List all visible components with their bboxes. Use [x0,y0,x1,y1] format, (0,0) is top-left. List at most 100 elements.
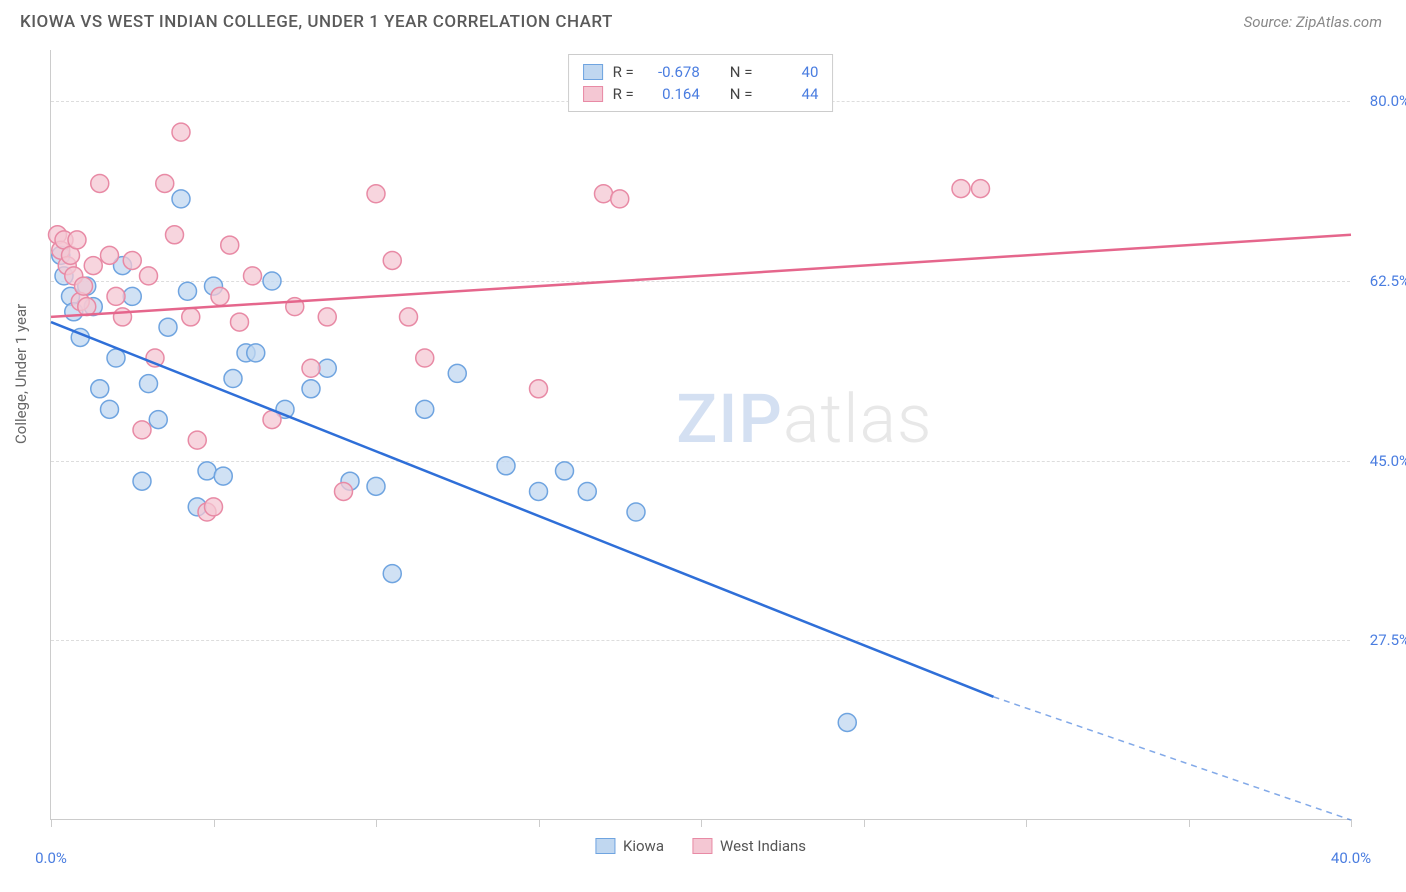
data-point-kiowa [838,713,856,731]
data-point-kiowa [247,344,265,362]
data-point-kiowa [198,462,216,480]
data-point-westindians [211,287,229,305]
legend-swatch [692,838,712,854]
data-point-westindians [318,308,336,326]
data-point-westindians [133,421,151,439]
legend-label: West Indians [720,837,806,855]
data-point-westindians [611,190,629,208]
data-point-westindians [595,185,613,203]
ytick-label: 45.0% [1370,452,1406,470]
data-point-westindians [244,267,262,285]
ytick-label: 80.0% [1370,92,1406,110]
data-point-westindians [972,180,990,198]
data-point-kiowa [556,462,574,480]
data-point-kiowa [101,400,119,418]
data-point-westindians [416,349,434,367]
data-point-kiowa [448,364,466,382]
data-point-kiowa [302,380,320,398]
data-point-westindians [400,308,418,326]
data-point-westindians [156,174,174,192]
r-label: R = [613,85,634,103]
data-point-westindians [107,287,125,305]
data-point-kiowa [224,370,242,388]
xtick [1351,819,1352,827]
data-point-westindians [101,246,119,264]
data-point-westindians [140,267,158,285]
data-point-kiowa [627,503,645,521]
data-point-kiowa [133,472,151,490]
data-point-westindians [383,251,401,269]
data-point-kiowa [172,190,190,208]
data-point-westindians [75,277,93,295]
data-point-westindians [367,185,385,203]
data-point-westindians [952,180,970,198]
data-point-kiowa [530,482,548,500]
data-point-westindians [166,226,184,244]
data-point-kiowa [140,375,158,393]
xtick [864,819,865,827]
data-point-westindians [114,308,132,326]
data-point-westindians [221,236,239,254]
r-value: 0.164 [644,85,700,103]
data-point-westindians [530,380,548,398]
chart-header: KIOWA VS WEST INDIAN COLLEGE, UNDER 1 YE… [0,0,1406,40]
n-label: N = [730,63,753,81]
legend-swatch [583,86,603,102]
data-point-kiowa [179,282,197,300]
data-point-kiowa [149,411,167,429]
chart-area: College, Under 1 year ZIPatlas 27.5%45.0… [50,50,1350,820]
data-point-kiowa [367,477,385,495]
data-point-westindians [335,482,353,500]
trendline-extrapolate-kiowa [994,697,1352,820]
data-point-kiowa [383,565,401,583]
xtick [1189,819,1190,827]
xtick-label: 0.0% [35,849,67,867]
legend-swatch [583,64,603,80]
chart-title: KIOWA VS WEST INDIAN COLLEGE, UNDER 1 YE… [20,12,613,32]
data-point-westindians [84,257,102,275]
xtick [376,819,377,827]
data-point-westindians [123,251,141,269]
xtick [701,819,702,827]
stats-legend-row: R = 0.164 N = 44 [583,83,819,105]
xtick [1026,819,1027,827]
data-point-kiowa [318,359,336,377]
legend-label: Kiowa [623,837,664,855]
ytick-label: 62.5% [1370,272,1406,290]
y-axis-label: College, Under 1 year [12,303,30,443]
data-point-westindians [188,431,206,449]
data-point-westindians [172,123,190,141]
data-point-kiowa [416,400,434,418]
data-point-kiowa [159,318,177,336]
data-point-kiowa [214,467,232,485]
data-point-westindians [231,313,249,331]
data-point-westindians [182,308,200,326]
stats-legend: R = -0.678 N = 40 R = 0.164 N = 44 [568,54,834,112]
data-point-kiowa [123,287,141,305]
r-label: R = [613,63,634,81]
data-point-kiowa [578,482,596,500]
n-value: 40 [762,63,818,81]
data-point-kiowa [497,457,515,475]
data-point-kiowa [263,272,281,290]
data-point-westindians [91,174,109,192]
scatter-plot [51,50,1350,819]
data-point-westindians [78,298,96,316]
data-point-westindians [68,231,86,249]
n-label: N = [730,85,753,103]
legend-swatch [595,838,615,854]
ytick-label: 27.5% [1370,631,1406,649]
xtick-label: 40.0% [1331,849,1371,867]
data-point-kiowa [91,380,109,398]
xtick [214,819,215,827]
xtick [539,819,540,827]
source-label: Source: ZipAtlas.com [1244,13,1382,31]
n-value: 44 [762,85,818,103]
series-legend-item: Kiowa [595,837,664,855]
xtick [51,819,52,827]
series-legend: Kiowa West Indians [595,837,806,855]
data-point-westindians [302,359,320,377]
r-value: -0.678 [644,63,700,81]
data-point-westindians [205,498,223,516]
stats-legend-row: R = -0.678 N = 40 [583,61,819,83]
